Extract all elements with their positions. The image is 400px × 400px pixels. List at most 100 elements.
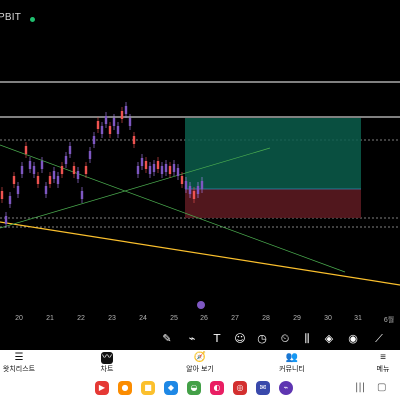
candles-icon[interactable]: ⫼ [304,332,310,345]
tab-label: 왓치리스트 [2,366,36,373]
candle-body [116,126,120,134]
app-icon[interactable]: ■ [141,381,155,395]
app-icon[interactable]: ◆ [164,381,178,395]
green-trendline-up [0,147,271,229]
stopwatch-icon[interactable]: ⏲ [280,332,290,345]
bottom-tab-bar: ☰ 왓치리스트 〰 차트 🧭 알아 보기 👥 커뮤니티 ≡ 메뉴 [0,350,400,378]
app-icon[interactable]: ⌁ [279,381,293,395]
drawing-toolbar: ✎ ⌁ T ☺ ◷ ⏲ ⫼ ◈ ◉ ⟋ [0,330,400,348]
indicator-icon[interactable]: ⟋ [375,332,383,345]
candle-body [72,166,76,174]
tab-menu[interactable]: ≡ 메뉴 [370,352,396,374]
symbol-title[interactable]: PBIT [0,12,22,23]
candle-body [128,118,132,126]
candle-body [176,168,180,176]
candle-body [132,136,136,144]
candle-body [80,191,84,199]
candle-body [160,166,164,174]
profit-zone [185,118,361,189]
candle-body [192,191,196,199]
candle-body [188,186,192,194]
candle-body [0,191,4,199]
time-axis[interactable]: 20 21 22 23 24 25 26 27 28 29 30 31 6월 [0,310,400,330]
candle-body [148,166,152,174]
green-trendline-down [0,144,346,273]
x-tick: 6월 [383,317,395,324]
x-tick: 24 [139,315,147,322]
tab-community[interactable]: 👥 커뮤니티 [275,352,309,374]
brush-icon[interactable]: ⌁ [188,332,196,345]
x-tick: 25 [170,315,178,322]
compass-icon: 🧭 [193,352,207,363]
candlesticks [0,102,204,228]
x-tick: 31 [354,315,362,322]
candle-body [40,161,44,169]
candle-body [144,161,148,169]
candle-body [156,161,160,169]
candle-body [136,166,140,174]
home-icon[interactable]: ▢ [377,382,387,393]
candle-body [108,126,112,134]
market-open-indicator [30,17,35,22]
app-icon[interactable]: ◎ [233,381,247,395]
tab-label: 커뮤니티 [279,366,305,373]
candle-body [52,171,56,179]
candle-body [92,136,96,144]
candle-body [168,166,172,174]
app-dock: ▶ ● ■ ◆ ◒ ◐ ◎ ✉ ⌁ ||| ▢ [0,378,400,400]
candle-body [20,166,24,174]
clock-icon[interactable]: ◷ [257,332,267,345]
chart-canvas[interactable] [0,30,400,310]
x-tick: 28 [262,315,270,322]
candle-body [76,171,80,179]
x-tick: 20 [15,315,23,322]
emoji-icon[interactable]: ☺ [234,332,246,345]
layers-icon[interactable]: ◈ [324,332,334,345]
x-tick: 30 [324,315,332,322]
eye-icon[interactable]: ◉ [348,332,358,345]
x-tick: 29 [293,315,301,322]
app-icon[interactable]: ● [118,381,132,395]
app-icon[interactable]: ◒ [187,381,201,395]
candle-body [140,158,144,166]
x-tick: 21 [46,315,54,322]
tab-label: 차트 [100,366,114,373]
candle-body [44,186,48,194]
candle-body [164,164,168,172]
candle-body [172,164,176,172]
candle-body [48,176,52,184]
candle-body [28,161,32,169]
candle-body [84,166,88,174]
app-icon[interactable]: ▶ [95,381,109,395]
tab-chart[interactable]: 〰 차트 [94,352,120,374]
text-icon[interactable]: T [213,332,221,345]
tab-explore[interactable]: 🧭 알아 보기 [183,352,217,374]
candle-body [24,146,28,154]
candle-body [36,176,40,184]
candle-body [120,111,124,119]
candle-body [196,186,200,194]
candle-body [200,181,204,189]
candle-body [184,181,188,189]
candle-body [32,166,36,174]
recent-apps-icon[interactable]: ||| [355,382,366,393]
x-tick: 26 [200,315,208,322]
price-chart[interactable] [0,30,400,310]
candle-body [4,216,8,224]
candle-body [100,126,104,134]
candle-body [12,176,16,184]
candle-body [88,151,92,159]
tab-watchlist[interactable]: ☰ 왓치리스트 [2,352,36,374]
loss-zone [185,189,361,218]
app-icon[interactable]: ◐ [210,381,224,395]
app-icon[interactable]: ✉ [256,381,270,395]
tab-label: 메뉴 [376,366,390,373]
tab-label: 알아 보기 [186,366,214,373]
pencil-icon[interactable]: ✎ [162,332,172,345]
candle-body [124,106,128,114]
x-tick: 23 [108,315,116,322]
candle-body [152,164,156,172]
candle-body [60,166,64,174]
candle-body [16,186,20,194]
candle-body [68,146,72,154]
